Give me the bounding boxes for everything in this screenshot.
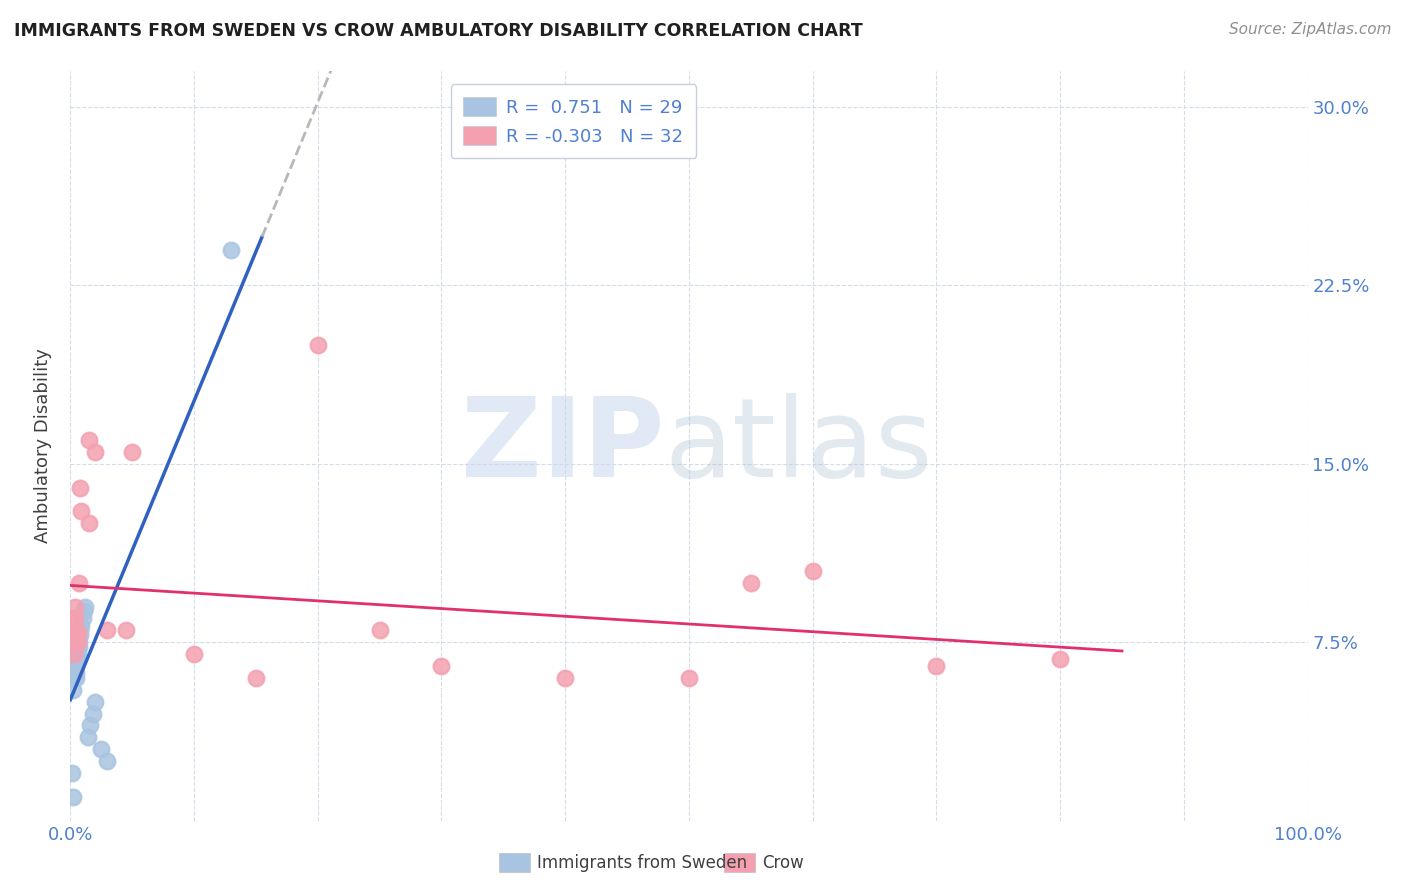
Point (801, 564, 824, 578)
Legend: R =  0.751   N = 29, R = -0.303   N = 32: R = 0.751 N = 29, R = -0.303 N = 32 (450, 84, 696, 158)
Point (678, 671, 700, 685)
Point (65, 624, 87, 638)
Point (65, 628, 87, 642)
Point (63, 659, 86, 673)
Point (69, 628, 91, 642)
Point (66, 647, 89, 661)
Point (63, 635, 86, 649)
Point (245, 671, 267, 685)
Point (67, 575, 90, 590)
Text: ZIP: ZIP (461, 392, 664, 500)
Point (76, 731, 98, 745)
Point (1049, 652, 1071, 666)
Point (65, 599, 87, 614)
Point (62, 624, 84, 638)
Point (73, 604, 96, 618)
Point (79, 718, 101, 732)
Point (66, 652, 89, 666)
Point (740, 575, 762, 590)
Point (63, 642, 86, 657)
Point (67, 635, 90, 649)
Point (67, 640, 90, 654)
Point (62, 682, 84, 697)
Point (84, 695, 107, 709)
Point (65, 631, 87, 645)
Point (65, 635, 87, 649)
Point (183, 647, 205, 661)
Point (925, 659, 948, 673)
Text: IMMIGRANTS FROM SWEDEN VS CROW AMBULATORY DISABILITY CORRELATION CHART: IMMIGRANTS FROM SWEDEN VS CROW AMBULATOR… (14, 22, 863, 40)
Text: Crow: Crow (762, 854, 804, 871)
Point (66, 625, 89, 640)
Point (96, 754, 118, 768)
Point (60, 611, 83, 625)
Point (219, 243, 242, 257)
Point (75, 599, 97, 614)
Point (307, 338, 329, 352)
Point (77, 433, 100, 447)
Point (63, 647, 86, 661)
Point (60, 624, 83, 638)
Point (115, 624, 138, 638)
Y-axis label: Ambulatory Disability: Ambulatory Disability (34, 349, 52, 543)
Point (72, 611, 94, 625)
Point (65, 666, 87, 681)
Point (62, 671, 84, 685)
Point (554, 671, 576, 685)
Point (70, 504, 93, 518)
Point (62, 635, 84, 649)
Point (60, 766, 83, 780)
Point (65, 659, 87, 673)
Point (77, 516, 100, 531)
Point (63, 647, 86, 661)
Point (96, 624, 118, 638)
Point (70, 618, 93, 632)
Point (82, 706, 104, 721)
Point (90, 742, 112, 756)
Point (430, 659, 453, 673)
Point (121, 445, 143, 459)
Point (69, 624, 91, 638)
Point (66, 635, 89, 649)
Point (62, 789, 84, 804)
Point (368, 624, 391, 638)
Text: atlas: atlas (664, 392, 932, 500)
Text: Immigrants from Sweden: Immigrants from Sweden (537, 854, 747, 871)
Point (65, 611, 87, 625)
Text: Source: ZipAtlas.com: Source: ZipAtlas.com (1229, 22, 1392, 37)
Point (65, 671, 87, 685)
Point (69, 481, 91, 495)
Point (84, 445, 107, 459)
